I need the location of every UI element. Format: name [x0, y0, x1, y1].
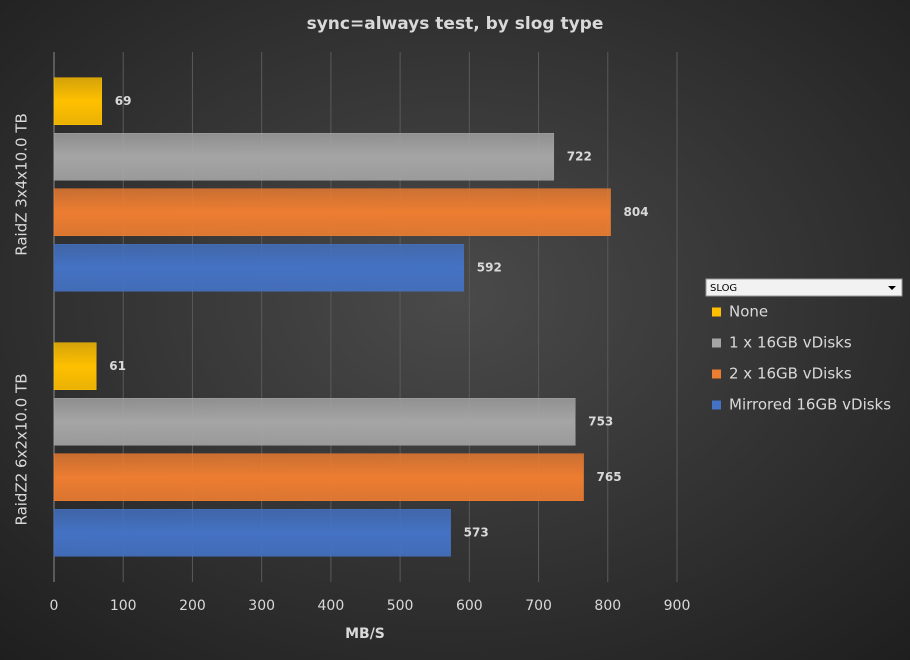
x-tick-label: 0	[50, 598, 59, 614]
data-label: 722	[567, 149, 592, 163]
legend-swatch	[712, 338, 721, 348]
data-label: 765	[597, 470, 622, 484]
legend-label: None	[729, 303, 768, 321]
legend-dropdown[interactable]	[705, 278, 903, 297]
bar	[53, 188, 611, 236]
bar	[53, 244, 465, 292]
x-tick-label: 900	[664, 598, 691, 614]
data-label: 61	[109, 359, 126, 373]
legend-label: Mirrored 16GB vDisks	[729, 396, 891, 414]
legend-swatch	[712, 307, 721, 317]
data-label: 69	[115, 94, 132, 108]
bar	[53, 398, 576, 446]
bar	[53, 453, 584, 501]
x-tick-label: 500	[387, 598, 414, 614]
x-tick-label: 400	[318, 598, 345, 614]
legend-label: 2 x 16GB vDisks	[729, 365, 852, 383]
x-axis-label: MB/S	[345, 626, 385, 642]
legend-swatch	[712, 369, 721, 379]
x-tick-label: 300	[248, 598, 275, 614]
x-tick-label: 600	[456, 598, 483, 614]
dropdown-arrow	[888, 286, 896, 290]
x-tick-label: 800	[594, 598, 621, 614]
bar	[53, 133, 555, 181]
legend-title: SLOG	[710, 283, 737, 294]
chart-title: sync=always test, by slog type	[307, 14, 604, 34]
data-label: 592	[477, 260, 502, 274]
x-tick-label: 100	[110, 598, 137, 614]
y-tick-label: RaidZ 3x4x10.0 TB	[13, 113, 31, 255]
y-tick-label: RaidZ2 6x2x10.0 TB	[13, 373, 31, 525]
x-tick-label: 700	[525, 598, 552, 614]
bar	[53, 509, 451, 557]
legend: SLOG	[705, 278, 903, 297]
legend-label: 1 x 16GB vDisks	[729, 334, 852, 352]
bar	[53, 77, 103, 125]
data-label: 573	[464, 525, 489, 539]
data-label: 753	[588, 414, 613, 428]
bar	[53, 342, 97, 390]
legend-swatch	[712, 400, 721, 410]
x-tick-label: 200	[179, 598, 206, 614]
data-label: 804	[624, 205, 649, 219]
